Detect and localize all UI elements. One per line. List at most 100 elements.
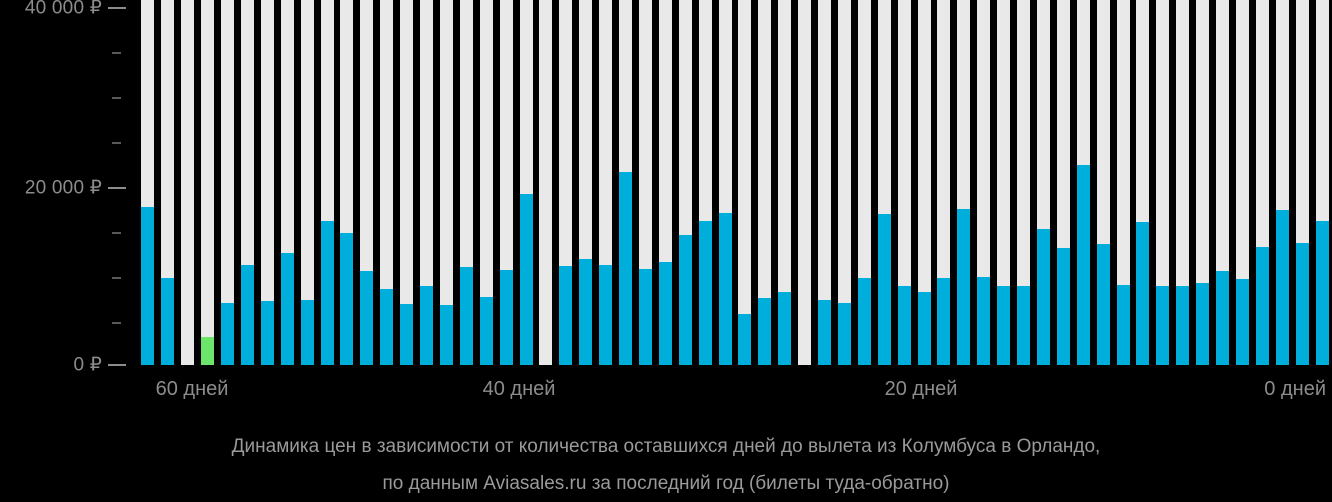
bar-slot[interactable] — [818, 0, 832, 365]
price-bar[interactable] — [599, 265, 613, 365]
price-bar[interactable] — [519, 193, 533, 365]
price-bar[interactable] — [260, 300, 274, 365]
bar-slot[interactable] — [579, 0, 593, 365]
bar-slot[interactable] — [1196, 0, 1210, 365]
price-bar[interactable] — [439, 305, 453, 365]
bar-slot[interactable] — [141, 0, 155, 365]
bar-slot[interactable] — [300, 0, 314, 365]
price-bar[interactable] — [1136, 222, 1150, 365]
bar-slot[interactable] — [1136, 0, 1150, 365]
price-bar[interactable] — [400, 304, 414, 365]
price-bar[interactable] — [1275, 209, 1289, 365]
bar-slot[interactable] — [479, 0, 493, 365]
bar-slot[interactable] — [240, 0, 254, 365]
price-bar[interactable] — [877, 214, 891, 365]
price-bar[interactable] — [1196, 282, 1210, 365]
bar-slot[interactable] — [997, 0, 1011, 365]
price-bar[interactable] — [818, 299, 832, 365]
bar-slot[interactable] — [459, 0, 473, 365]
bar-slot[interactable] — [758, 0, 772, 365]
price-bar[interactable] — [638, 268, 652, 365]
price-bar[interactable] — [1235, 279, 1249, 365]
bar-slot[interactable] — [1036, 0, 1050, 365]
bar-slot[interactable] — [360, 0, 374, 365]
price-bar[interactable] — [619, 172, 633, 365]
price-bar[interactable] — [1315, 221, 1329, 365]
price-bar[interactable] — [340, 232, 354, 365]
price-bar[interactable] — [698, 221, 712, 365]
bar-slot[interactable] — [380, 0, 394, 365]
bar-slot[interactable] — [837, 0, 851, 365]
bar-slot[interactable] — [1116, 0, 1130, 365]
bar-slot[interactable] — [917, 0, 931, 365]
bar-slot[interactable] — [280, 0, 294, 365]
price-bar[interactable] — [758, 298, 772, 365]
price-bar[interactable] — [1076, 165, 1090, 365]
bar-slot[interactable] — [340, 0, 354, 365]
price-bar[interactable] — [360, 271, 374, 365]
price-bar[interactable] — [559, 265, 573, 365]
bar-slot[interactable] — [877, 0, 891, 365]
bar-slot[interactable] — [439, 0, 453, 365]
bar-slot[interactable] — [499, 0, 513, 365]
bar-slot[interactable] — [420, 0, 434, 365]
price-bar[interactable] — [420, 286, 434, 365]
price-bar[interactable] — [320, 221, 334, 365]
price-bar[interactable] — [857, 277, 871, 365]
bar-slot[interactable] — [519, 0, 533, 365]
bar-slot[interactable] — [1275, 0, 1289, 365]
bar-slot[interactable] — [1255, 0, 1269, 365]
bar-slot[interactable] — [897, 0, 911, 365]
price-bar[interactable] — [479, 297, 493, 365]
price-bar[interactable] — [201, 337, 215, 365]
bar-slot[interactable] — [619, 0, 633, 365]
bar-slot[interactable] — [201, 0, 215, 365]
bar-slot[interactable] — [1017, 0, 1031, 365]
price-bar[interactable] — [778, 291, 792, 365]
bar-slot[interactable] — [559, 0, 573, 365]
bar-slot[interactable] — [1235, 0, 1249, 365]
price-bar[interactable] — [977, 276, 991, 365]
bar-slot[interactable] — [320, 0, 334, 365]
bar-slot[interactable] — [161, 0, 175, 365]
price-bar[interactable] — [161, 277, 175, 365]
bar-slot[interactable] — [539, 0, 553, 365]
bar-slot[interactable] — [658, 0, 672, 365]
bar-slot[interactable] — [778, 0, 792, 365]
price-bar[interactable] — [1096, 243, 1110, 365]
bar-slot[interactable] — [1056, 0, 1070, 365]
price-bar[interactable] — [1017, 286, 1031, 365]
bar-slot[interactable] — [798, 0, 812, 365]
price-bar[interactable] — [718, 213, 732, 365]
bar-slot[interactable] — [1156, 0, 1170, 365]
bar-slot[interactable] — [181, 0, 195, 365]
price-bar[interactable] — [1176, 285, 1190, 365]
price-bar[interactable] — [678, 234, 692, 365]
bar-slot[interactable] — [638, 0, 652, 365]
bar-slot[interactable] — [937, 0, 951, 365]
price-bar[interactable] — [837, 302, 851, 365]
price-bar[interactable] — [658, 262, 672, 365]
price-bar[interactable] — [141, 207, 155, 365]
bar-slot[interactable] — [599, 0, 613, 365]
price-bar[interactable] — [221, 302, 235, 365]
price-bar[interactable] — [1216, 271, 1230, 365]
price-bar[interactable] — [280, 253, 294, 365]
price-bar[interactable] — [738, 314, 752, 365]
bar-slot[interactable] — [1096, 0, 1110, 365]
bar-slot[interactable] — [718, 0, 732, 365]
bar-slot[interactable] — [400, 0, 414, 365]
bar-slot[interactable] — [1295, 0, 1309, 365]
price-bar[interactable] — [300, 299, 314, 365]
bar-slot[interactable] — [738, 0, 752, 365]
bar-slot[interactable] — [957, 0, 971, 365]
price-bar[interactable] — [1036, 229, 1050, 365]
price-bar[interactable] — [1255, 247, 1269, 365]
price-bar[interactable] — [897, 285, 911, 365]
price-bar[interactable] — [380, 289, 394, 365]
price-bar[interactable] — [957, 208, 971, 365]
price-bar[interactable] — [579, 258, 593, 365]
price-bar[interactable] — [917, 291, 931, 365]
price-bar[interactable] — [1056, 248, 1070, 365]
bar-slot[interactable] — [977, 0, 991, 365]
